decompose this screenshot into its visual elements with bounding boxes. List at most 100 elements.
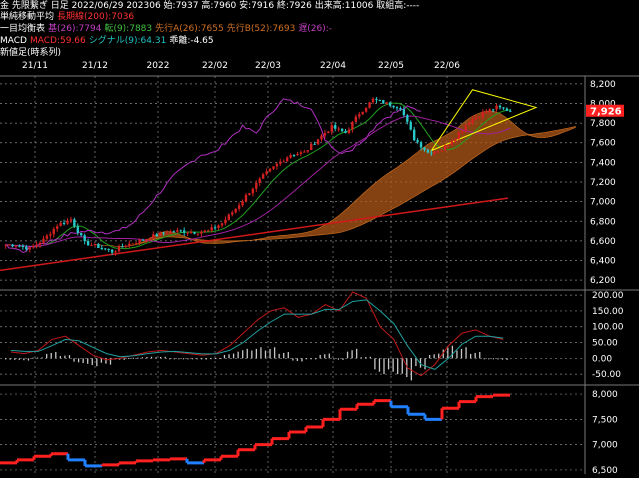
macd-tick-label: 50.00: [592, 339, 618, 349]
candle-body: [340, 128, 344, 132]
macd-histogram-bar: [73, 358, 75, 362]
conversion-line: [5, 102, 511, 250]
macd-histogram-bar: [36, 357, 39, 359]
candle-body: [121, 246, 124, 248]
candle-body: [210, 227, 213, 231]
macd-histogram-bar: [214, 358, 216, 360]
y-tick-label: 6,200: [590, 276, 616, 286]
candle-body: [59, 223, 62, 227]
header-line-5: 新値足(時系列): [0, 48, 64, 59]
macd-histogram-bar: [392, 358, 394, 372]
candle-body: [158, 232, 162, 237]
candle-body: [313, 143, 316, 145]
y-tick-label: 7,600: [590, 139, 616, 149]
conversion-line-value: 転(9):7883: [104, 24, 153, 34]
candle-body: [224, 219, 227, 224]
candle-body: [138, 239, 141, 244]
macd-histogram-bar: [310, 358, 312, 360]
ichimoku-label: 一目均衡表: [0, 24, 46, 34]
base-line: [5, 115, 511, 247]
macd-histogram-bar: [497, 358, 499, 360]
macd-histogram-bar: [342, 358, 344, 360]
candle-body: [368, 102, 371, 108]
candle-body: [361, 111, 364, 115]
candle-body: [272, 166, 275, 169]
y-tick-label: 6,600: [590, 237, 616, 247]
candle-body: [388, 102, 392, 106]
candle-body: [107, 249, 110, 251]
macd-histogram-bar: [128, 357, 130, 359]
macd-histogram-bar: [360, 357, 362, 359]
candle-body: [412, 129, 416, 141]
macd-histogram-bar: [219, 358, 221, 359]
candle-body: [110, 249, 114, 253]
candle-body: [183, 230, 186, 233]
candle-body: [207, 230, 210, 232]
candle-body: [220, 223, 224, 226]
candle-body: [186, 232, 189, 234]
candle-body: [416, 140, 419, 143]
candle-body: [83, 235, 86, 242]
macd-histogram-bar: [32, 357, 34, 359]
macd-histogram-bar: [319, 355, 321, 359]
macd-histogram-bar: [251, 350, 253, 359]
macd-histogram-bar: [283, 352, 285, 359]
new-price-panel: [0, 393, 510, 468]
candle-body: [141, 239, 145, 241]
macd-histogram-bar: [273, 347, 276, 359]
candle-body: [457, 132, 460, 139]
candle-body: [330, 125, 333, 132]
y-tick-label: 6,800: [590, 217, 616, 227]
candle-body: [90, 245, 93, 247]
macd-histogram-bar: [41, 357, 43, 359]
candle-body: [217, 225, 220, 228]
macd-histogram-bar: [246, 348, 248, 359]
candle-body: [56, 226, 59, 229]
macd-histogram-bar: [205, 358, 207, 360]
macd-histogram-bar: [132, 357, 134, 359]
x-tick-label: 22/03: [255, 61, 281, 71]
macd-histogram-bar: [164, 356, 166, 359]
candle-body: [395, 107, 399, 109]
candle-body: [275, 163, 279, 167]
candle-body: [409, 121, 412, 130]
macd-histogram-bar: [187, 358, 189, 360]
candle-body: [279, 161, 282, 164]
macd-histogram-bar: [196, 358, 198, 360]
candle-body: [447, 144, 450, 146]
candle-body: [268, 168, 272, 172]
candle-body: [200, 231, 203, 234]
triangle-pattern: [429, 89, 538, 152]
macd-histogram-bar: [5, 358, 7, 360]
macd-histogram-bar: [501, 358, 504, 360]
candle-body: [25, 246, 28, 250]
macd-histogram-bar: [242, 350, 244, 359]
macd-tick-label: 200.00: [592, 291, 624, 301]
header-line-2: 単純移動平均 長期線(200):7036: [0, 12, 137, 23]
candle-body: [248, 193, 251, 196]
macd-panel: [5, 291, 508, 381]
candle-body: [31, 246, 35, 248]
macd-line: [10, 291, 504, 377]
candle-body: [364, 107, 368, 112]
macd-diff-value: 乖離:-4.65: [169, 36, 214, 46]
candle-body: [375, 98, 378, 100]
macd-histogram-bar: [269, 348, 271, 359]
candle-body: [131, 243, 134, 245]
last-price-label: 7,926: [590, 107, 622, 118]
candle-body: [196, 233, 200, 235]
lagging-span-value: 遅(26):-: [298, 24, 333, 34]
candle-body: [145, 239, 148, 241]
step-tick-label: 7,000: [592, 441, 618, 451]
candle-body: [251, 188, 255, 194]
y-tick-label: 7,800: [590, 119, 616, 129]
macd-histogram-bar: [182, 358, 185, 360]
x-tick-label: 22/02: [202, 61, 228, 71]
span-a-value: 先行A(26):7655: [155, 24, 224, 34]
candle-body: [80, 232, 83, 236]
macd-histogram-bar: [228, 354, 230, 359]
candle-body: [385, 102, 388, 104]
macd-histogram-bar: [488, 358, 490, 360]
ma200-line: [0, 197, 509, 272]
macd-histogram-bar: [178, 358, 180, 360]
